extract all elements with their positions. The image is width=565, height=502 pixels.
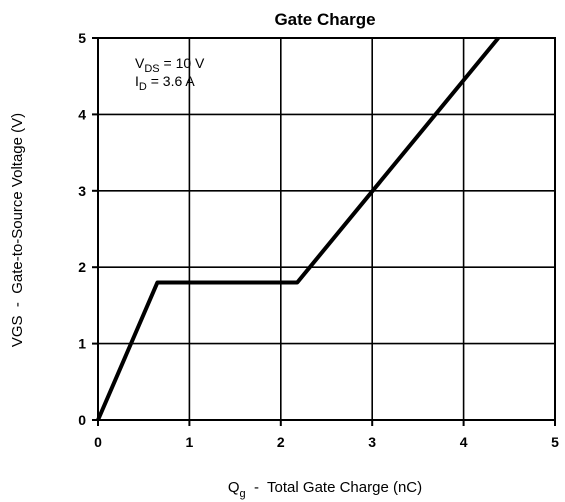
- x-axis-ticks: 0 1 2 3 4 5: [94, 420, 559, 450]
- y-tick-label-1: 1: [78, 336, 86, 352]
- x-tick-label-5: 5: [551, 434, 559, 450]
- x-tick-label-2: 2: [277, 434, 285, 450]
- x-tick-label-1: 1: [186, 434, 194, 450]
- x-tick-label-0: 0: [94, 434, 102, 450]
- annotation-vds: VDS = 10 V: [135, 55, 205, 75]
- y-tick-label-3: 3: [78, 183, 86, 199]
- plot-frame: [97, 37, 556, 421]
- series-layer: [96, 36, 500, 421]
- x-axis-label: Qg - Total Gate Charge (nC): [228, 479, 422, 500]
- grid: [98, 38, 555, 420]
- y-axis-ticks: 0 1 2 3 4 5: [78, 30, 98, 428]
- plot-border: [97, 37, 556, 421]
- annotation-id: ID = 3.6 A: [135, 73, 195, 93]
- series-line-0: [96, 36, 500, 421]
- y-tick-label-5: 5: [78, 30, 86, 46]
- y-tick-label-0: 0: [78, 412, 86, 428]
- x-tick-label-4: 4: [460, 434, 468, 450]
- y-axis-label: VGS - Gate-to-Source Voltage (V): [9, 113, 26, 347]
- y-tick-label-2: 2: [78, 259, 86, 275]
- chart-title: Gate Charge: [274, 10, 375, 29]
- x-tick-label-3: 3: [368, 434, 376, 450]
- y-tick-label-4: 4: [78, 106, 86, 122]
